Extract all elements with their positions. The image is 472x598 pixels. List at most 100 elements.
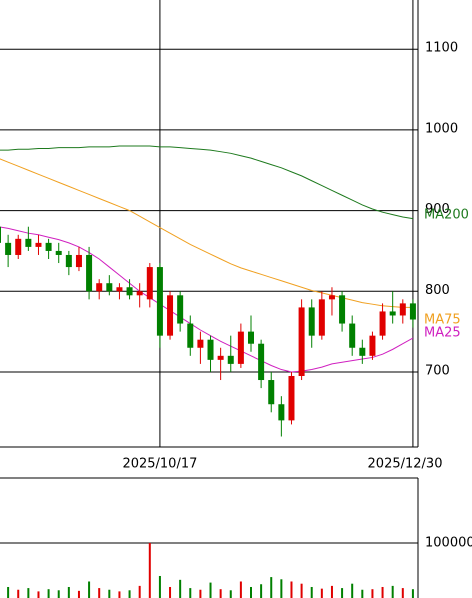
candle-body: [379, 311, 386, 336]
volume-bar: [401, 588, 404, 598]
volume-bar: [320, 588, 323, 598]
volume-bar: [239, 581, 242, 598]
volume-bar: [108, 589, 111, 598]
candle-body: [126, 287, 133, 296]
y-tick-label: 700: [425, 363, 450, 378]
candle-body: [86, 254, 93, 292]
candle-body: [45, 242, 52, 251]
candle-body: [136, 291, 143, 296]
candle-body: [278, 404, 285, 421]
y-tick-label: 1000000: [425, 535, 472, 550]
volume-bar: [341, 588, 344, 598]
price-panel: 700 800 900 1000 1100 2025/10/17 2025/12/30 MA2…: [0, 0, 469, 472]
moving-average: [0, 145, 413, 220]
volume-bar: [351, 583, 354, 598]
y-tick-label: 1100: [425, 41, 458, 56]
volume-bar: [128, 590, 131, 598]
candle-body: [318, 299, 325, 336]
candle-body: [5, 242, 12, 255]
candle-body: [146, 267, 153, 300]
volume-bar: [148, 542, 151, 598]
candle-body: [187, 323, 194, 348]
candle-body: [328, 295, 335, 300]
volume-bar: [98, 588, 101, 598]
legend-label: MA75: [424, 313, 461, 328]
candle-body: [258, 343, 265, 381]
volume-bar: [47, 589, 50, 598]
volume-bar: [179, 579, 182, 598]
volume-bar: [361, 589, 364, 598]
volume-bar: [189, 588, 192, 598]
candle-body: [369, 335, 376, 356]
volume-bar: [330, 585, 333, 598]
candle-body: [25, 238, 32, 247]
volume-bar: [209, 582, 212, 598]
y-tick-label: 900: [425, 202, 450, 217]
volume-bar: [138, 585, 141, 598]
candle-body: [288, 375, 295, 421]
volume-bar: [88, 581, 91, 598]
candle-body: [75, 254, 82, 268]
volume-bar: [371, 589, 374, 598]
candle-body: [409, 303, 416, 320]
volume-bar: [17, 589, 20, 598]
candle-body: [96, 283, 103, 292]
candle-body: [167, 295, 174, 336]
volume-bar: [219, 589, 222, 598]
volume-bar: [77, 590, 80, 598]
candle-body: [156, 267, 163, 336]
candle-body: [359, 347, 366, 356]
volume-bar: [260, 584, 263, 598]
volume-bar: [169, 586, 172, 598]
volume-bar: [290, 581, 293, 598]
candle-body: [227, 355, 234, 364]
candle-body: [217, 355, 224, 360]
candle-body: [237, 331, 244, 364]
y-tick-label: 1000: [425, 121, 458, 136]
moving-average: [0, 226, 414, 373]
candle-body: [15, 238, 22, 255]
volume-bar: [411, 589, 414, 598]
volume-bar: [229, 590, 232, 598]
candle-body: [197, 339, 204, 348]
x-tick-label: 2025/12/30: [368, 457, 443, 472]
candle-body: [55, 250, 62, 255]
volume-bar: [67, 586, 70, 598]
candle-body: [65, 254, 72, 268]
volume-bar: [381, 586, 384, 598]
volume-bar: [280, 579, 283, 598]
candle-body: [268, 380, 275, 405]
moving-average: [0, 158, 413, 308]
candle-body: [35, 242, 42, 247]
candle-body: [0, 226, 1, 243]
candle-body: [399, 303, 406, 316]
volume-bar: [27, 588, 30, 598]
legend-label: MA25: [424, 326, 461, 341]
volume-bar: [391, 585, 394, 598]
candle-body: [116, 287, 123, 292]
volume-bar: [7, 586, 10, 598]
candle-body: [349, 323, 356, 348]
candle-body: [389, 311, 396, 316]
volume-bar: [118, 591, 121, 598]
candle-body: [339, 295, 346, 324]
candle-body: [298, 307, 305, 376]
candle-body: [248, 331, 254, 344]
y-tick-label: 800: [425, 283, 450, 298]
candle-body: [308, 307, 315, 336]
volume-bar: [158, 575, 161, 598]
candle-body: [207, 339, 214, 360]
volume-bar: [199, 589, 202, 598]
volume-bar: [270, 577, 273, 598]
volume-bar: [300, 583, 303, 598]
candle-body: [177, 295, 184, 324]
volume-bar: [250, 586, 252, 598]
candle-body: [106, 283, 113, 292]
volume-panel: 1000000: [0, 477, 472, 598]
x-tick-label: 2025/10/17: [122, 457, 197, 472]
volume-bar: [310, 586, 313, 598]
legend-label: MA200: [424, 208, 469, 223]
volume-bar: [37, 591, 40, 598]
volume-bar: [57, 590, 60, 598]
